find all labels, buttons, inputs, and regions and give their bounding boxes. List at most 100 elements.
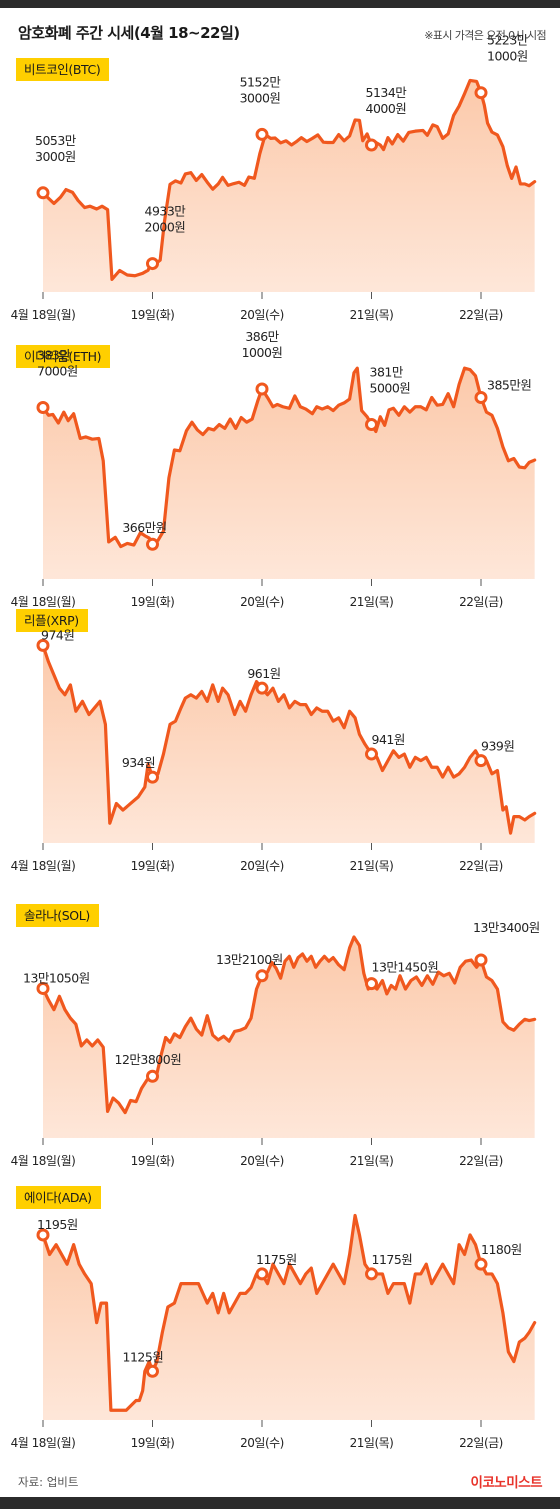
marked-price-point (365, 1267, 378, 1281)
price-annotation: 1175원 (256, 1252, 297, 1267)
price-annotation: 5152만 3000원 (240, 74, 282, 105)
marked-price-point (365, 977, 378, 991)
x-tick-label: 19일(화) (131, 595, 175, 609)
price-annotation: 386만 1000원 (242, 329, 283, 360)
marked-price-point (255, 382, 269, 396)
x-tick-label: 4월 18일(월) (11, 859, 76, 873)
marked-price-point (474, 86, 488, 100)
price-annotation: 974원 (41, 627, 74, 642)
price-line (41, 78, 537, 281)
marked-price-point (255, 127, 269, 141)
x-tick-label: 20일(수) (240, 1436, 284, 1450)
x-tick-label: 4월 18일(월) (11, 1154, 76, 1168)
price-chart-xrp: 4월 18일(월) 19일(화) 20일(수) 21일(목) 22일(금) 974원 934… (11, 627, 537, 873)
marked-price-point (474, 390, 488, 404)
price-annotation: 941원 (372, 732, 405, 747)
price-annotation: 5223만 1000원 (487, 33, 529, 64)
x-tick-label: 4월 18일(월) (11, 1436, 76, 1450)
x-tick-label: 19일(화) (131, 1154, 175, 1168)
marked-price-point (146, 537, 159, 551)
price-annotation: 4933만 2000원 (145, 204, 187, 235)
price-area-fill (43, 368, 535, 579)
price-annotation: 934원 (122, 755, 155, 770)
x-tick-label: 22일(금) (459, 1436, 503, 1450)
price-line (41, 643, 537, 835)
marked-price-point (255, 969, 269, 983)
data-source: 자료: 업비트 (18, 1475, 79, 1489)
price-chart-ada: 4월 18일(월) 19일(화) 20일(수) 21일(목) 22일(금) 1195원 11… (11, 1213, 537, 1450)
bottom-bar (0, 1497, 560, 1509)
marked-price-point (36, 1228, 50, 1242)
x-tick-label: 19일(화) (131, 1436, 175, 1450)
x-tick-label: 22일(금) (459, 595, 503, 609)
coin-label-eth: 이더리움(ETH) (16, 345, 111, 368)
x-tick-label: 19일(화) (131, 308, 175, 322)
price-annotation: 1175원 (372, 1252, 413, 1267)
price-annotation: 381만 5000원 (370, 365, 411, 396)
marked-price-point (365, 138, 378, 152)
price-annotation: 13만3400원 (473, 920, 540, 935)
price-area-fill (43, 80, 535, 292)
price-annotation: 961원 (247, 666, 280, 681)
x-tick-label: 20일(수) (240, 1154, 284, 1168)
price-annotation: 5053만 3000원 (35, 133, 77, 164)
price-line (41, 366, 537, 549)
price-area-fill (43, 645, 535, 843)
marked-price-point (36, 981, 50, 995)
page-title: 암호화폐 주간 시세(4월 18~22일) (18, 24, 240, 42)
price-chart-sol: 4월 18일(월) 19일(화) 20일(수) 21일(목) 22일(금) 13만1050… (11, 920, 541, 1168)
x-tick-label: 21일(목) (350, 1154, 394, 1168)
marked-price-point (365, 747, 378, 761)
price-note: ※표시 가격은 오전 0시 시점 (424, 29, 546, 42)
price-annotation: 366만원 (122, 520, 166, 535)
marked-price-point (146, 1069, 159, 1083)
price-annotation: 1180원 (481, 1242, 522, 1257)
x-tick-label: 20일(수) (240, 859, 284, 873)
marked-price-point (474, 953, 488, 967)
x-tick-label: 21일(목) (350, 595, 394, 609)
coin-label-xrp: 리플(XRP) (16, 609, 88, 632)
marked-price-point (365, 418, 378, 432)
marked-price-point (36, 638, 50, 652)
marked-price-point (36, 401, 50, 415)
marked-price-point (255, 681, 269, 695)
price-area-fill (43, 937, 535, 1138)
x-tick-label: 22일(금) (459, 1154, 503, 1168)
price-annotation: 1195원 (37, 1217, 78, 1232)
price-area-fill (43, 1215, 535, 1420)
price-chart-btc: 4월 18일(월) 19일(화) 20일(수) 21일(목) 22일(금) 5053만 30… (11, 33, 537, 322)
coin-label-sol: 솔라나(SOL) (16, 904, 99, 927)
x-tick-label: 21일(목) (350, 1436, 394, 1450)
x-tick-label: 21일(목) (350, 308, 394, 322)
marked-price-point (146, 1364, 159, 1378)
top-bar (0, 0, 560, 8)
price-line (41, 935, 537, 1115)
price-annotation: 5134만 4000원 (366, 85, 408, 116)
price-annotation: 13만1050원 (23, 970, 90, 985)
marked-price-point (36, 186, 50, 200)
x-tick-label: 4월 18일(월) (11, 595, 76, 609)
price-annotation: 383만 7000원 (37, 348, 78, 379)
marked-price-point (474, 754, 488, 768)
price-line (41, 1213, 537, 1412)
marked-price-point (255, 1267, 269, 1281)
x-tick-label: 20일(수) (240, 308, 284, 322)
coin-label-ada: 에이다(ADA) (16, 1186, 101, 1209)
coin-label-btc: 비트코인(BTC) (16, 58, 110, 81)
price-annotation: 939원 (481, 739, 514, 754)
x-tick-label: 22일(금) (459, 859, 503, 873)
marked-price-point (146, 770, 159, 784)
price-annotation: 1125원 (123, 1349, 164, 1364)
marked-price-point (474, 1257, 488, 1271)
price-annotation: 13만1450원 (372, 960, 439, 975)
price-annotation: 12만3800원 (115, 1052, 182, 1067)
brand-logo: 이코노미스트 (470, 1475, 542, 1491)
x-tick-label: 22일(금) (459, 308, 503, 322)
price-chart-eth: 4월 18일(월) 19일(화) 20일(수) 21일(목) 22일(금) 383만 700… (11, 329, 537, 609)
x-tick-label: 21일(목) (350, 859, 394, 873)
x-tick-label: 19일(화) (131, 859, 175, 873)
price-annotation: 385만원 (487, 377, 531, 392)
x-tick-label: 4월 18일(월) (11, 308, 76, 322)
marked-price-point (146, 257, 159, 271)
price-annotation: 13만2100원 (216, 952, 283, 967)
